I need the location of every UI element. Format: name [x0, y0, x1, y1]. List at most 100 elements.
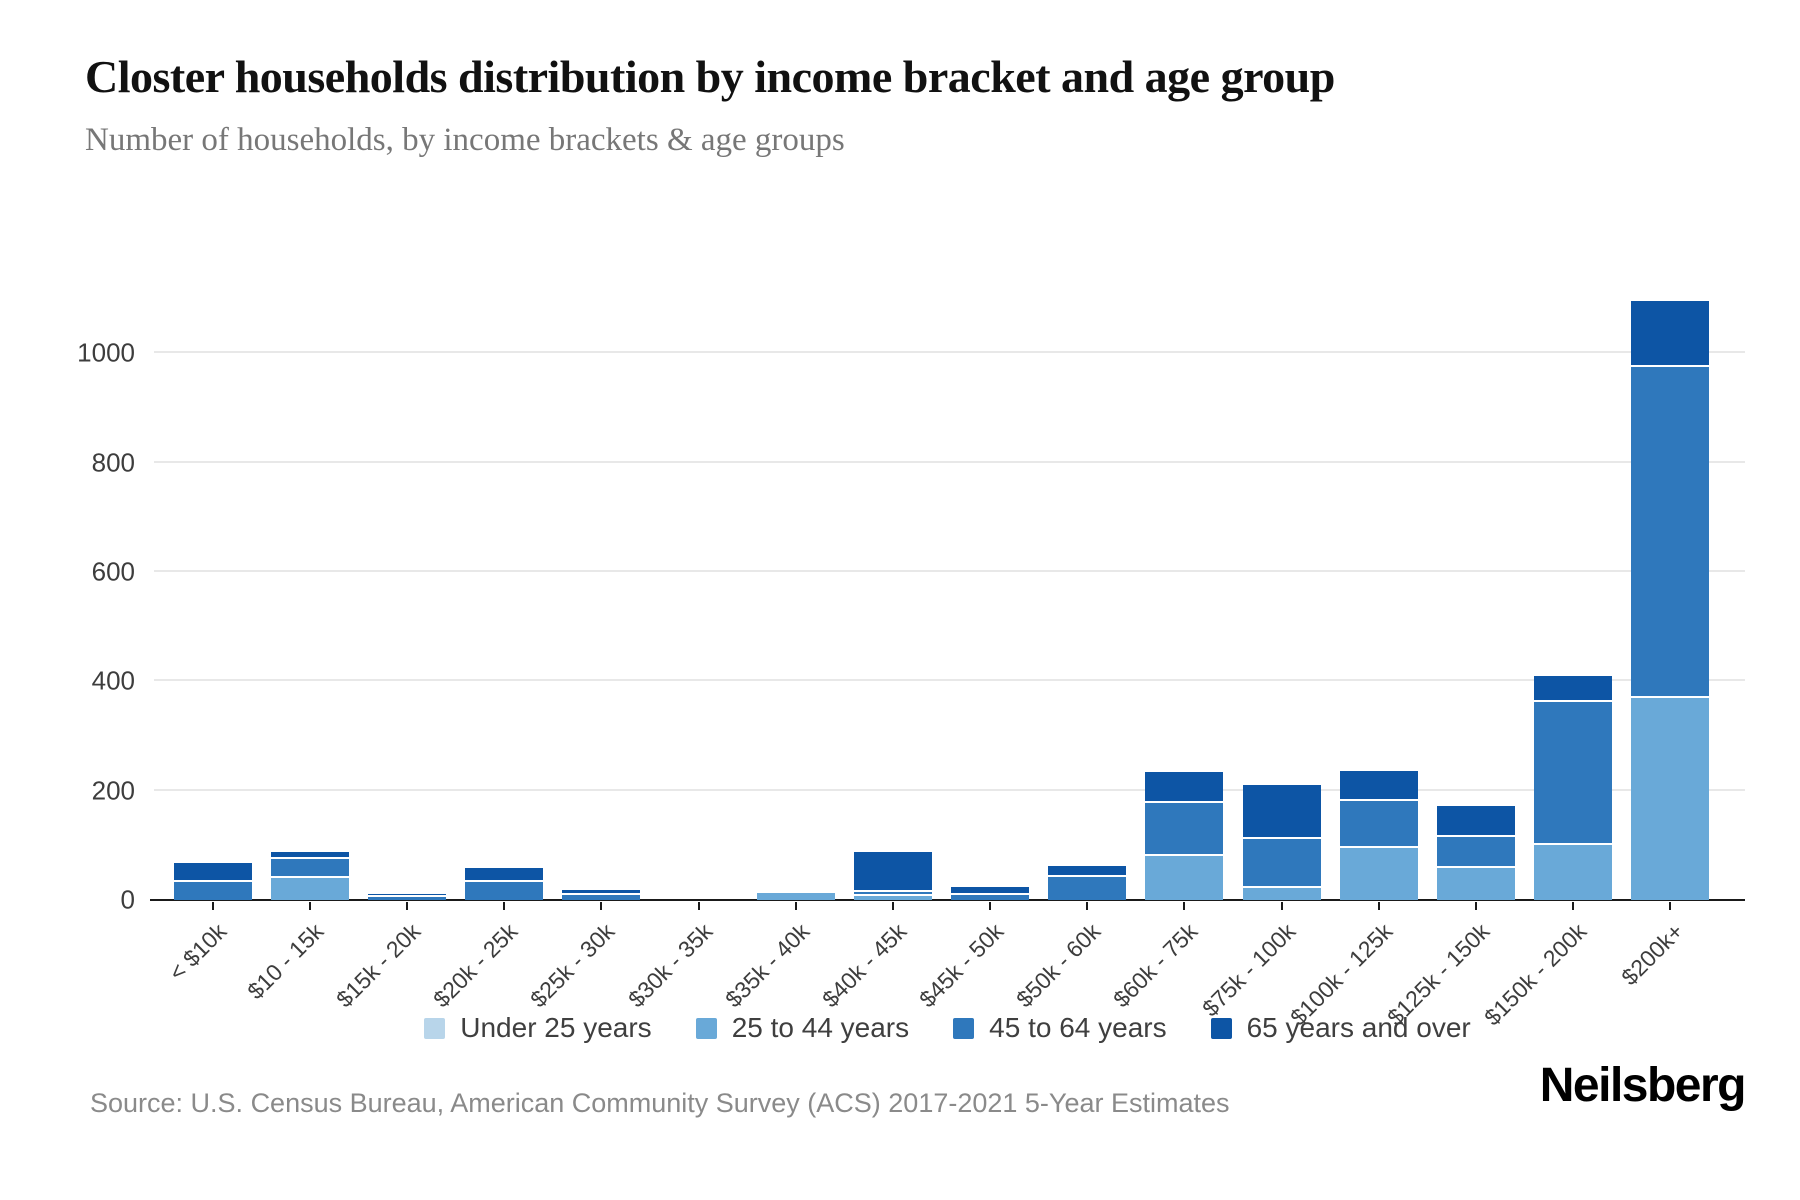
bar-segment[interactable] [756, 892, 835, 900]
x-axis-tick [405, 902, 408, 910]
x-axis-tick [1572, 902, 1575, 910]
bar-segment[interactable] [1339, 771, 1418, 802]
bar-segment[interactable] [1242, 838, 1321, 888]
stacked-bar[interactable] [562, 890, 641, 900]
bar-segment[interactable] [1048, 866, 1127, 878]
bar-slot: $125k - 150k [1382, 255, 1524, 1030]
bar-segment[interactable] [1242, 887, 1321, 900]
bar-segment[interactable] [853, 896, 932, 900]
x-axis-label: $50k - 60k [1011, 918, 1106, 1013]
bar-slot: $40k - 45k [817, 255, 941, 1012]
bar-segment[interactable] [1631, 698, 1710, 900]
bar-segment[interactable] [367, 897, 446, 900]
bar-slot: $45k - 50k [914, 255, 1039, 1012]
stacked-bar[interactable] [1339, 771, 1418, 900]
bar-segment[interactable] [1437, 805, 1516, 838]
bar-segment[interactable] [951, 895, 1030, 900]
stacked-bar[interactable] [1048, 866, 1127, 900]
stacked-bar[interactable] [1534, 676, 1613, 900]
bar-segment[interactable] [1631, 300, 1710, 367]
source-note: Source: U.S. Census Bureau, American Com… [90, 1088, 1230, 1118]
legend-item[interactable]: Under 25 years [424, 1012, 652, 1044]
bar-segment[interactable] [1631, 366, 1710, 699]
x-axis-tick [308, 902, 311, 910]
x-axis-tick [1377, 902, 1380, 910]
stacked-bar[interactable] [1437, 805, 1516, 900]
bar-segment[interactable] [270, 851, 349, 860]
bar-slot: < $10k [163, 255, 261, 986]
stacked-bar[interactable] [853, 851, 932, 900]
legend-item[interactable]: 45 to 64 years [953, 1012, 1167, 1044]
bar-segment[interactable] [1534, 844, 1613, 900]
x-axis-label: $30k - 35k [622, 918, 717, 1013]
bar-segment[interactable] [270, 859, 349, 879]
stacked-bar[interactable] [270, 851, 349, 900]
bar-slot: $35k - 40k [720, 255, 844, 1012]
stacked-bar[interactable] [1631, 300, 1710, 900]
stacked-bar[interactable] [1242, 784, 1321, 900]
stacked-bar[interactable] [465, 867, 544, 900]
bar-segment[interactable] [1145, 856, 1224, 900]
y-axis-tick-label: 200 [91, 775, 135, 806]
bar-segment[interactable] [562, 890, 641, 895]
x-axis-tick [989, 902, 992, 910]
bar-slot: $30k - 35k [623, 255, 747, 1012]
bar-segment[interactable] [270, 878, 349, 900]
x-axis-tick [697, 902, 700, 910]
bar-slot: $60k - 75k [1109, 255, 1233, 1012]
x-axis-label: $75k - 100k [1196, 918, 1301, 1022]
bars-layer: < $10k $10 - 15k $15k - 20k $20k - 25k $25k … [163, 255, 1719, 1030]
stacked-bar[interactable] [756, 890, 835, 900]
gridline [154, 460, 1745, 463]
chart-subtitle: Number of households, by income brackets… [85, 122, 845, 158]
x-axis-label: $40k - 45k [816, 918, 912, 1013]
stacked-bar[interactable] [951, 887, 1030, 900]
x-axis-tick [794, 902, 797, 910]
bar-slot: $100k - 125k [1285, 255, 1427, 1030]
bar-segment[interactable] [465, 867, 544, 882]
bar-slot: $10 - 15k [242, 255, 358, 1004]
gridline [154, 788, 1745, 791]
bar-slot: $20k - 25k [428, 255, 553, 1012]
bar-segment[interactable] [1339, 801, 1418, 849]
stacked-bar[interactable] [1145, 772, 1224, 900]
x-axis-label: $45k - 50k [914, 918, 1009, 1013]
legend-item[interactable]: 65 years and over [1210, 1012, 1471, 1044]
x-axis-line [150, 899, 1745, 901]
stacked-bar[interactable] [173, 862, 252, 900]
x-axis-tick [1183, 902, 1186, 910]
chart-title: Closter households distribution by incom… [85, 51, 1335, 102]
bar-segment[interactable] [1437, 868, 1516, 900]
bar-segment[interactable] [1145, 803, 1224, 857]
bar-segment[interactable] [465, 881, 544, 900]
bar-slot: $15k - 20k [331, 255, 455, 1012]
bar-segment[interactable] [853, 851, 932, 892]
legend-item[interactable]: 25 to 44 years [695, 1012, 910, 1044]
neilsberg-logo[interactable]: Neilsberg [1539, 1059, 1747, 1112]
x-axis-label: $20k - 25k [428, 918, 523, 1013]
bar-segment[interactable] [1534, 701, 1613, 845]
bar-segment[interactable] [1145, 772, 1224, 804]
bar-segment[interactable] [951, 887, 1030, 896]
x-axis-label: $15k - 20k [331, 918, 426, 1013]
y-axis-tick-label: 600 [91, 556, 135, 587]
bar-segment[interactable] [1242, 784, 1321, 839]
bar-segment[interactable] [756, 890, 835, 893]
bar-segment[interactable] [173, 862, 252, 882]
x-axis-tick [1086, 902, 1089, 910]
bar-segment[interactable] [1437, 837, 1516, 869]
bar-segment[interactable] [562, 894, 641, 900]
bar-segment[interactable] [853, 891, 932, 897]
stacked-bar[interactable] [367, 894, 446, 900]
x-axis-label: $10 - 15k [241, 918, 329, 1005]
legend-swatch-icon [695, 1017, 717, 1039]
x-axis-tick [600, 902, 603, 910]
x-axis-tick [1669, 902, 1672, 910]
y-axis-tick-label: 400 [91, 665, 135, 696]
bar-segment[interactable] [1048, 877, 1127, 900]
legend-label: 25 to 44 years [731, 1012, 910, 1043]
bar-segment[interactable] [367, 894, 446, 898]
bar-segment[interactable] [1339, 848, 1418, 900]
bar-segment[interactable] [1534, 676, 1613, 702]
bar-segment[interactable] [173, 881, 252, 900]
